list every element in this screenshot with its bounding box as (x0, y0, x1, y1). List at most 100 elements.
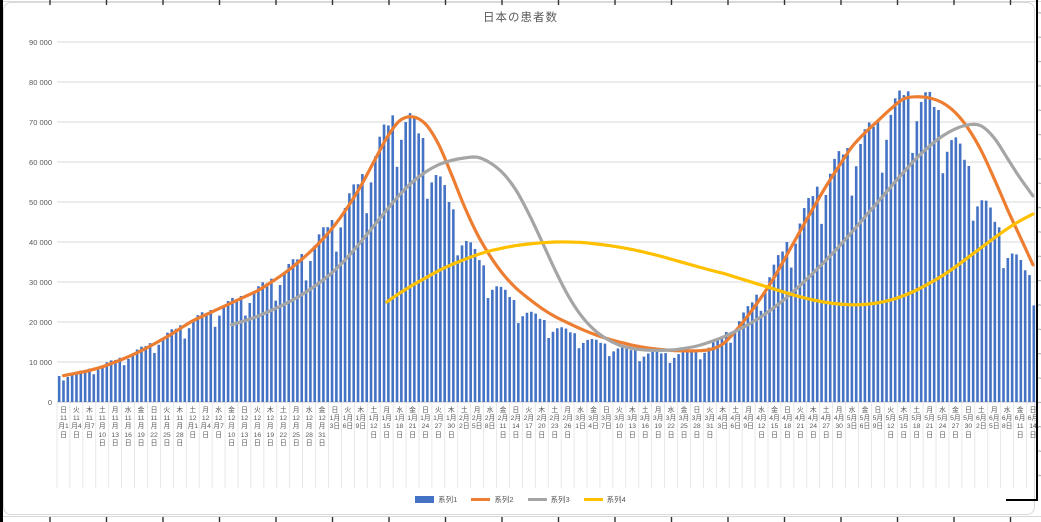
x-axis-label: 木 11 月7 日 (84, 407, 95, 439)
x-axis-label: 木 11 月 28 日 (176, 407, 184, 447)
x-axis-label: 火 5月 12 日 (885, 407, 897, 439)
x-axis-label: 金 4月 15 日 (769, 407, 780, 439)
x-axis-label: 木 1月 9日 (355, 407, 367, 431)
window-edge-right (1036, 0, 1039, 500)
x-axis-label: 木 3月 13 日 (626, 407, 638, 439)
x-axis-label: 月 11 月 13 日 (111, 407, 119, 447)
x-axis-label: 土 12 月 22 日 (279, 407, 288, 447)
x-axis-label: 日 2月 14 日 (510, 407, 522, 439)
x-axis-label: 金 12 月 31 日 (318, 407, 326, 447)
x-axis-label: 日 1月 3日 (329, 407, 341, 431)
chart-title: 日本の患者数 (483, 12, 558, 24)
y-axis-label: 90 000 (29, 37, 52, 47)
x-axis-label: 火 11 月4 日 (71, 407, 82, 439)
x-axis-label: 水 1月 18 日 (394, 407, 405, 439)
x-axis-label: 月 2月 26 日 (562, 407, 573, 439)
series4-line-swatch-icon (583, 498, 603, 501)
chart-area-border (3, 2, 1035, 515)
x-axis-label: 火 11 月 25 日 (163, 407, 171, 447)
x-axis-label: 月 3月 19 日 (652, 407, 664, 439)
x-axis-label: 木 5月 15 日 (898, 407, 910, 439)
x-axis-label: 水 11 月 16 日 (124, 407, 132, 447)
y-axis-label: 30 000 (29, 277, 52, 287)
series2-line-swatch-icon (471, 498, 491, 501)
x-axis-label: 日 6月 14 日 (1027, 407, 1039, 439)
x-axis-label: 土 1月 12 日 (368, 407, 380, 439)
x-axis-label: 木 1月 30 日 (446, 407, 457, 439)
x-axis-label: 木 4月 24 日 (807, 407, 819, 439)
x-axis-label: 月 6月 5日 (988, 407, 1000, 431)
x-axis-label: 金 5月 6日 (859, 407, 871, 431)
legend-item-series2[interactable]: 系列2 (471, 494, 514, 505)
y-axis-label: 80 000 (29, 77, 52, 87)
x-axis-label: 水 3月 1日 (575, 407, 586, 431)
x-axis-label: 月 12 月4 日 (200, 407, 211, 439)
x-axis-label: 木 12 月 19 日 (266, 407, 275, 447)
series3-line-swatch-icon (527, 498, 547, 501)
x-axis-label: 土 4月 27 日 (820, 407, 832, 439)
x-axis-label: 金 1月 21 日 (407, 407, 418, 439)
x-axis-label: 水 4月 12 日 (756, 407, 767, 439)
legend-label: 系列3 (550, 495, 570, 504)
x-axis-label: 金 11 月 19 日 (137, 407, 145, 447)
x-axis-label: 土 4月 6日 (730, 407, 741, 431)
x-axis-label: 金 2月 11 日 (497, 407, 509, 439)
x-axis-label: 木 4月 3日 (717, 407, 729, 431)
legend-item-series3[interactable]: 系列3 (527, 494, 570, 505)
x-axis-label: 日 11 月 22 日 (150, 407, 158, 447)
y-axis-label: 0 (47, 397, 52, 407)
x-axis-label: 日 5月 30 日 (963, 407, 974, 439)
x-axis-label: 土 6月 2日 (976, 407, 987, 431)
x-axis-label: 土 2月 2日 (458, 407, 470, 431)
x-axis-label: 日 3月 28 日 (691, 407, 703, 439)
y-axis-label: 50 000 (29, 197, 52, 207)
x-axis-label: 土 3月 16 日 (639, 407, 651, 439)
legend-label: 系列4 (606, 495, 626, 504)
y-axis-label: 60 000 (29, 157, 52, 167)
x-axis-label: 木 2月 20 日 (536, 407, 548, 439)
legend: 系列1 系列2 系列3 系列4 (0, 494, 1041, 505)
x-axis-label: 火 4月 21 日 (795, 407, 806, 439)
x-axis-label: 日 1月 24 日 (420, 407, 431, 439)
x-axis-label: 水 12 月7 日 (213, 407, 224, 439)
x-axis-label: 月 2月 5日 (471, 407, 483, 431)
x-axis-label: 土 11 月 10 日 (98, 407, 107, 447)
x-axis-label: 金 6月 11 日 (1014, 407, 1026, 439)
x-axis-label: 火 12 月 16 日 (253, 407, 262, 447)
cell-border-mark (1006, 499, 1038, 501)
y-axis-label: 10 000 (29, 357, 52, 367)
legend-item-series1[interactable]: 系列1 (415, 494, 457, 505)
window-edge-left (0, 0, 3, 522)
legend-label: 系列2 (494, 495, 514, 504)
x-axis-label: 月 12 月 25 日 (292, 407, 300, 447)
x-axis-label: 月 1月 15 日 (381, 407, 392, 439)
x-axis-label: 日 4月 18 日 (782, 407, 793, 439)
x-axis-label: 土 12 月1 日 (187, 407, 199, 439)
x-axis-label: 金 12 月 10 日 (227, 407, 236, 447)
x-axis-label: 日 5月 9日 (872, 407, 884, 431)
x-axis-label: 日 3月 7日 (601, 407, 612, 431)
legend-item-series4[interactable]: 系列4 (583, 494, 626, 505)
x-axis-label: 火 1月 27 日 (433, 407, 444, 439)
legend-label: 系列1 (438, 495, 458, 504)
x-axis-label: 火 3月 10 日 (614, 407, 625, 439)
y-axis-label: 40 000 (29, 237, 52, 247)
x-axis-label: 金 3月 25 日 (678, 407, 690, 439)
x-axis-label: 火 2月 17 日 (523, 407, 535, 439)
y-axis-label: 70 000 (29, 117, 52, 127)
x-axis-label: 水 5月 24 日 (937, 407, 948, 439)
x-axis-label: 水 2月 8日 (484, 407, 496, 431)
x-axis-label: 土 2月 23 日 (549, 407, 560, 439)
x-axis-label: 金 5月 27 日 (950, 407, 961, 439)
x-axis-label: 月 4月 30 日 (833, 407, 845, 439)
x-axis-label: 日 11 月1 日 (58, 407, 69, 439)
x-axis-label: 水 12 月 28 日 (305, 407, 313, 447)
series1-bar-swatch-icon (415, 496, 435, 503)
x-axis-label: 月 5月 21 日 (924, 407, 935, 439)
x-axis-label: 水 3月 22 日 (665, 407, 677, 439)
x-axis-label: 火 1月 6日 (342, 407, 354, 431)
y-axis-label: 20 000 (29, 317, 52, 327)
x-axis-label: 金 3月 4日 (588, 407, 599, 431)
